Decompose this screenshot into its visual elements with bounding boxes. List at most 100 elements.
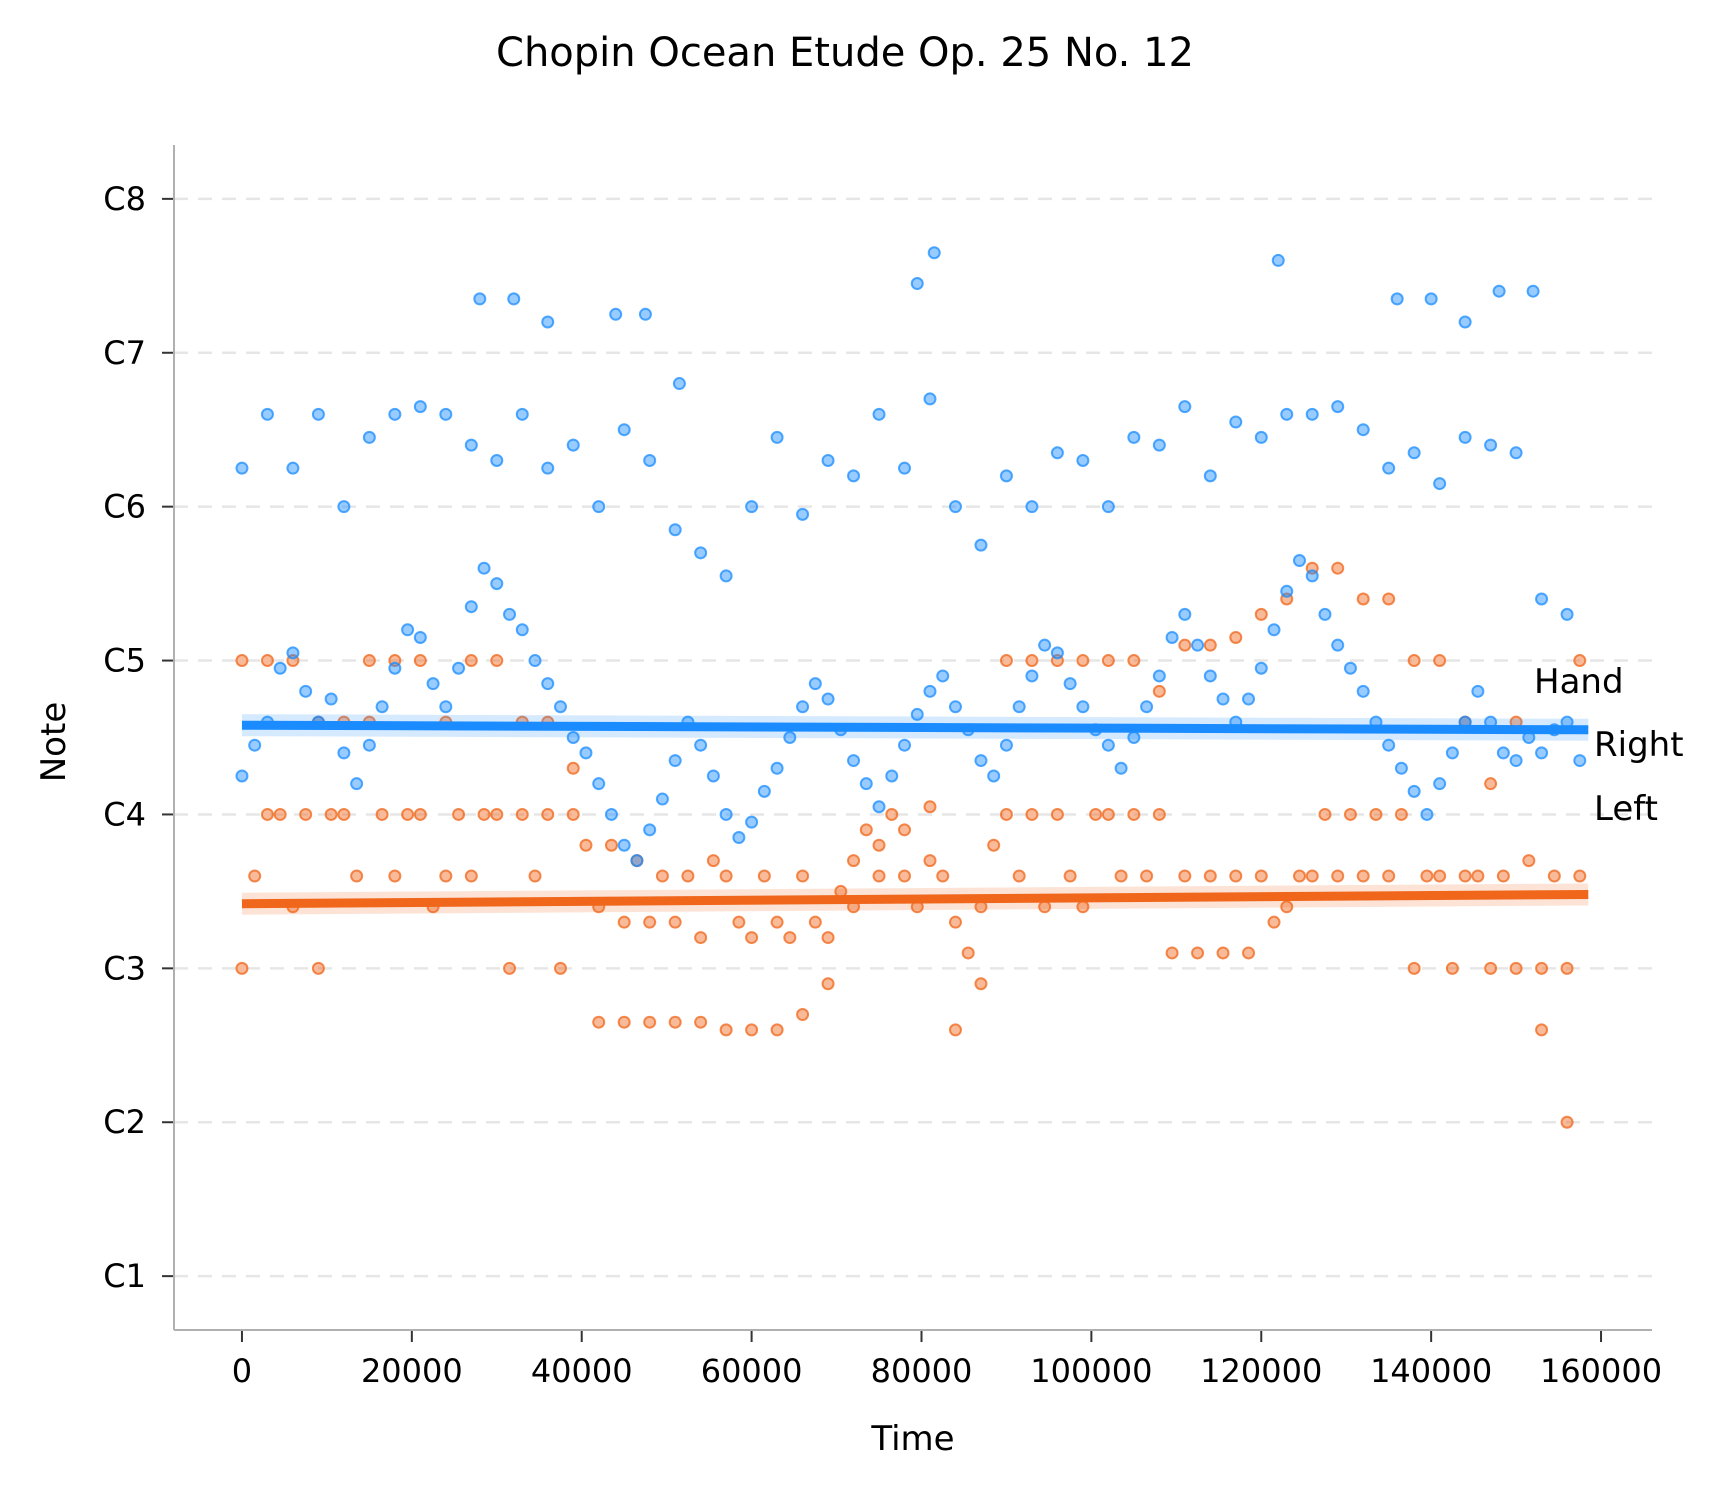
point-right bbox=[898, 738, 912, 752]
point-right bbox=[1560, 607, 1574, 621]
point-right bbox=[1203, 469, 1217, 483]
point-right bbox=[311, 407, 325, 421]
point-left bbox=[528, 869, 542, 883]
point-right bbox=[732, 831, 746, 845]
point-right bbox=[1458, 315, 1472, 329]
point-right bbox=[1382, 461, 1396, 475]
point-right bbox=[477, 561, 491, 575]
point-right bbox=[655, 792, 669, 806]
point-right bbox=[948, 500, 962, 514]
point-left bbox=[1178, 869, 1192, 883]
legend: Hand Right Left bbox=[1534, 662, 1684, 829]
point-right bbox=[1127, 430, 1141, 444]
point-left bbox=[1165, 946, 1179, 960]
point-left bbox=[439, 869, 453, 883]
point-left bbox=[706, 854, 720, 868]
point-right bbox=[507, 292, 521, 306]
point-right bbox=[1382, 738, 1396, 752]
point-left bbox=[503, 961, 517, 975]
point-left bbox=[1509, 961, 1523, 975]
point-right bbox=[1305, 407, 1319, 421]
y-tick-label: C2 bbox=[103, 1103, 146, 1141]
point-right bbox=[668, 523, 682, 537]
point-right bbox=[566, 731, 580, 744]
point-right bbox=[1492, 284, 1506, 298]
trend-line-right bbox=[241, 720, 1589, 735]
point-left bbox=[362, 654, 376, 668]
point-left bbox=[1216, 946, 1230, 960]
x-tick-label: 120000 bbox=[1200, 1352, 1322, 1390]
point-right bbox=[1390, 292, 1404, 306]
point-left bbox=[1382, 869, 1396, 883]
legend-title: Hand bbox=[1534, 662, 1624, 702]
point-right bbox=[439, 700, 453, 714]
point-right bbox=[1076, 700, 1090, 714]
point-right bbox=[719, 569, 733, 583]
point-left bbox=[808, 915, 822, 929]
point-left bbox=[1101, 807, 1115, 821]
point-left bbox=[579, 838, 593, 852]
point-left bbox=[999, 654, 1013, 668]
point-right bbox=[898, 461, 912, 475]
point-right bbox=[1535, 592, 1549, 606]
point-left bbox=[936, 869, 950, 883]
legend-entry-right: Right bbox=[1594, 725, 1684, 765]
x-tick-label: 80000 bbox=[871, 1352, 973, 1390]
point-right bbox=[1280, 584, 1294, 598]
point-right bbox=[503, 607, 517, 621]
point-left bbox=[1407, 961, 1421, 975]
point-right bbox=[999, 469, 1013, 483]
point-right bbox=[1191, 638, 1205, 652]
point-left bbox=[770, 1023, 784, 1037]
point-left bbox=[987, 838, 1001, 852]
point-right bbox=[999, 738, 1013, 752]
point-right bbox=[1496, 746, 1510, 760]
point-left bbox=[643, 915, 657, 929]
point-left bbox=[745, 931, 759, 945]
point-left bbox=[1254, 869, 1268, 883]
grid bbox=[174, 197, 1652, 1278]
point-right bbox=[1101, 500, 1115, 514]
point-right bbox=[541, 461, 555, 475]
point-right bbox=[592, 777, 606, 791]
trend-line-left bbox=[241, 889, 1589, 909]
point-left bbox=[872, 838, 886, 852]
legend-entry-left: Left bbox=[1594, 789, 1658, 829]
point-right bbox=[579, 746, 593, 760]
point-left bbox=[477, 807, 491, 821]
point-right bbox=[375, 700, 389, 714]
point-right bbox=[974, 538, 988, 552]
point-left bbox=[694, 931, 708, 945]
point-left bbox=[604, 838, 618, 852]
point-right bbox=[362, 430, 376, 444]
point-right bbox=[1331, 638, 1345, 652]
point-right bbox=[1114, 761, 1128, 775]
point-left bbox=[898, 869, 912, 883]
point-left bbox=[452, 807, 466, 821]
point-right bbox=[770, 761, 784, 775]
point-left bbox=[490, 654, 504, 668]
point-right bbox=[1063, 677, 1077, 691]
point-right bbox=[609, 307, 623, 321]
point-right bbox=[592, 500, 606, 514]
point-right bbox=[847, 754, 861, 768]
point-right bbox=[1025, 669, 1039, 683]
point-right bbox=[452, 661, 466, 675]
point-left bbox=[566, 761, 580, 775]
point-right bbox=[927, 246, 941, 260]
point-right bbox=[1012, 700, 1026, 714]
point-right bbox=[1343, 661, 1357, 675]
point-left bbox=[273, 807, 287, 821]
point-left bbox=[1114, 869, 1128, 883]
point-right bbox=[464, 600, 478, 614]
x-tick-label: 20000 bbox=[361, 1352, 463, 1390]
point-right bbox=[1076, 453, 1090, 467]
point-left bbox=[796, 1008, 810, 1022]
point-right bbox=[1573, 754, 1587, 768]
point-left bbox=[464, 654, 478, 668]
point-right bbox=[808, 677, 822, 691]
point-right bbox=[885, 769, 899, 783]
point-right bbox=[1267, 623, 1281, 637]
point-left bbox=[872, 869, 886, 883]
point-left bbox=[643, 1015, 657, 1029]
